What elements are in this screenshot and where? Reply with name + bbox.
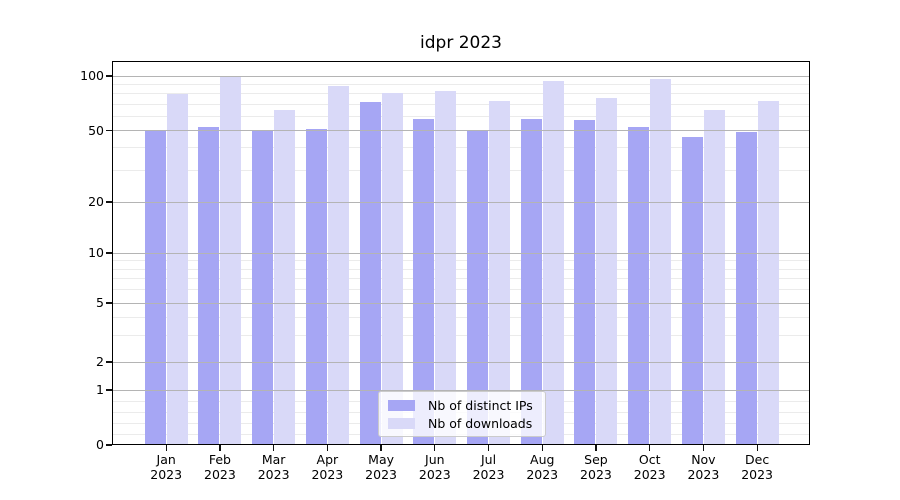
x-tick-label: Jun 2023 (418, 452, 451, 483)
x-tick (273, 445, 275, 451)
x-tick-label: Feb 2023 (204, 452, 236, 483)
bar-distinct-ips-jul (467, 130, 489, 445)
gridline-major (113, 361, 809, 363)
gridline-minor (113, 278, 809, 280)
gridline-minor (113, 147, 809, 149)
gridline-major (113, 201, 809, 203)
bar-distinct-ips-jun (413, 118, 435, 445)
y-tick (106, 252, 112, 254)
bar-downloads-feb (220, 76, 242, 445)
x-tick (702, 445, 705, 451)
y-tick-label: 1 (96, 382, 104, 397)
y-tick-label: 5 (96, 295, 104, 310)
gridline-minor (113, 115, 809, 117)
y-tick (106, 361, 112, 363)
bar-downloads-dec (757, 100, 779, 445)
y-tick-label: 100 (80, 68, 104, 83)
bar-distinct-ips-dec (735, 132, 757, 445)
gridline-minor (113, 335, 809, 337)
bar-downloads-apr (327, 86, 349, 445)
gridline-major (113, 252, 809, 254)
gridline-minor (113, 289, 809, 291)
x-tick-label: Jan 2023 (150, 452, 183, 483)
x-tick (541, 445, 543, 451)
y-tick-label: 50 (88, 122, 104, 138)
bar-downloads-oct (650, 79, 672, 445)
x-tick-label: Apr 2023 (311, 452, 344, 483)
x-tick (326, 445, 329, 451)
gridline-minor (113, 260, 809, 262)
bar-distinct-ips-oct (628, 127, 650, 445)
x-tick (165, 445, 167, 451)
x-tick (219, 445, 221, 451)
gridline-major (113, 302, 809, 304)
bar-downloads-may (381, 92, 403, 445)
gridline-minor (113, 83, 809, 85)
y-tick-label: 0 (96, 437, 104, 452)
gridline-minor (113, 93, 809, 95)
y-tick (106, 75, 112, 77)
bar-distinct-ips-apr (305, 128, 327, 445)
x-tick-label: Aug 2023 (526, 452, 559, 483)
y-tick (106, 129, 112, 132)
x-tick-label: May 2023 (365, 452, 397, 483)
x-tick (487, 445, 490, 451)
legend-swatch-distinct-ips (388, 399, 415, 411)
legend-label-distinct-ips: Nb of distinct IPs (428, 397, 533, 413)
bar-downloads-nov (703, 109, 725, 445)
x-tick-label: Sep 2023 (580, 452, 612, 483)
gridline-major (113, 389, 809, 391)
gridline-minor (113, 316, 809, 318)
x-tick-label: Dec 2023 (741, 452, 774, 483)
legend: Nb of distinct IPs Nb of downloads (378, 391, 546, 437)
chart-title: idpr 2023 (420, 33, 502, 53)
bar-distinct-ips-mar (252, 130, 274, 445)
bar-distinct-ips-feb (198, 127, 220, 445)
bar-downloads-jan (166, 93, 188, 445)
legend-item-downloads: Nb of downloads (388, 417, 545, 430)
bar-downloads-jun (435, 90, 457, 445)
x-tick-label: Nov 2023 (687, 452, 720, 483)
y-tick (106, 389, 112, 391)
bar-downloads-sep (596, 97, 618, 445)
gridline-minor (113, 169, 809, 171)
x-tick (434, 445, 436, 451)
x-tick (649, 445, 651, 451)
bar-distinct-ips-jan (144, 130, 166, 445)
legend-item-distinct-ips: Nb of distinct IPs (388, 399, 545, 412)
bar-distinct-ips-sep (574, 120, 596, 445)
legend-swatch-downloads (388, 417, 415, 429)
gridline-minor (113, 268, 809, 270)
x-tick-label: Mar 2023 (257, 452, 290, 483)
x-tick (380, 445, 382, 451)
y-tick (106, 201, 112, 203)
y-tick-label: 20 (88, 194, 104, 209)
x-tick (756, 445, 758, 451)
bar-downloads-jul (489, 100, 511, 445)
x-tick-label: Jul 2023 (472, 452, 505, 483)
bar-downloads-mar (274, 109, 296, 445)
gridline-major (113, 130, 809, 131)
x-tick (595, 445, 597, 451)
gridline-major (113, 75, 809, 77)
y-tick-label: 2 (96, 354, 104, 369)
gridline-minor (113, 103, 809, 105)
y-tick (106, 302, 112, 304)
bar-downloads-aug (542, 80, 564, 445)
y-tick-label: 10 (88, 245, 104, 260)
legend-label-downloads: Nb of downloads (428, 415, 533, 431)
x-tick-label: Oct 2023 (633, 452, 666, 483)
bar-distinct-ips-may (359, 101, 381, 445)
bar-distinct-ips-nov (681, 137, 703, 445)
bar-distinct-ips-aug (520, 118, 542, 445)
y-tick (106, 444, 112, 446)
